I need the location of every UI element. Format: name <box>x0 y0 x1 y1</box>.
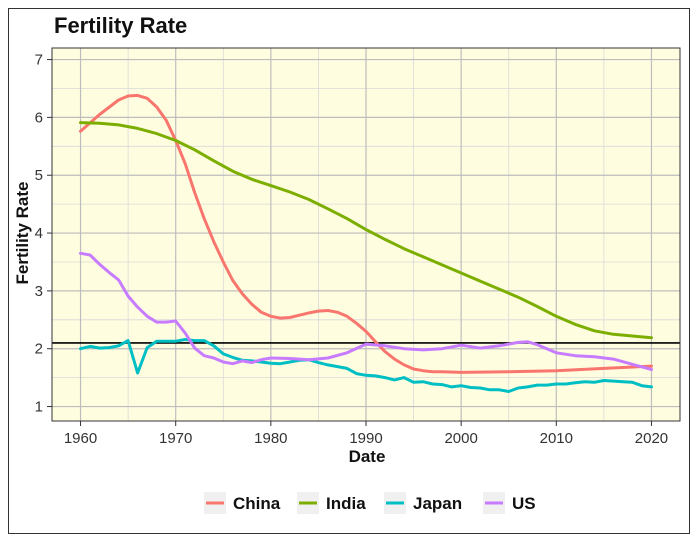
y-tick-label: 4 <box>35 225 43 242</box>
x-tick-label: 1980 <box>254 430 287 447</box>
x-tick-label: 2000 <box>444 430 477 447</box>
series-line-china <box>79 93 653 374</box>
series-line-japan <box>79 338 653 393</box>
legend-label-china: China <box>233 494 281 513</box>
x-tick-label: 1990 <box>349 430 382 447</box>
x-tick-label: 2010 <box>540 430 573 447</box>
legend-label-japan: Japan <box>413 494 462 513</box>
legend-label-india: India <box>326 494 366 513</box>
x-axis-ticks: 1960 1970 1980 1990 2000 2010 2020 <box>64 421 668 447</box>
x-tick-label: 2020 <box>635 430 668 447</box>
series-line-us <box>79 251 653 371</box>
x-tick-label: 1960 <box>64 430 97 447</box>
x-axis-title: Date <box>349 447 386 466</box>
y-tick-label: 7 <box>35 52 43 69</box>
chart-title: Fertility Rate <box>54 13 187 38</box>
y-tick-label: 6 <box>35 109 43 126</box>
y-axis-ticks: 1 2 3 4 5 6 7 <box>35 52 52 416</box>
y-tick-label: 3 <box>35 283 43 300</box>
series-line-india <box>79 121 653 340</box>
series-lines <box>79 93 653 393</box>
y-axis-title: Fertility Rate <box>13 182 32 285</box>
legend: China India Japan US <box>204 492 536 514</box>
y-tick-label: 1 <box>35 399 43 416</box>
y-tick-label: 5 <box>35 167 43 184</box>
y-tick-label: 2 <box>35 341 43 358</box>
x-tick-label: 1970 <box>159 430 192 447</box>
legend-label-us: US <box>512 494 536 513</box>
grid <box>52 48 680 421</box>
